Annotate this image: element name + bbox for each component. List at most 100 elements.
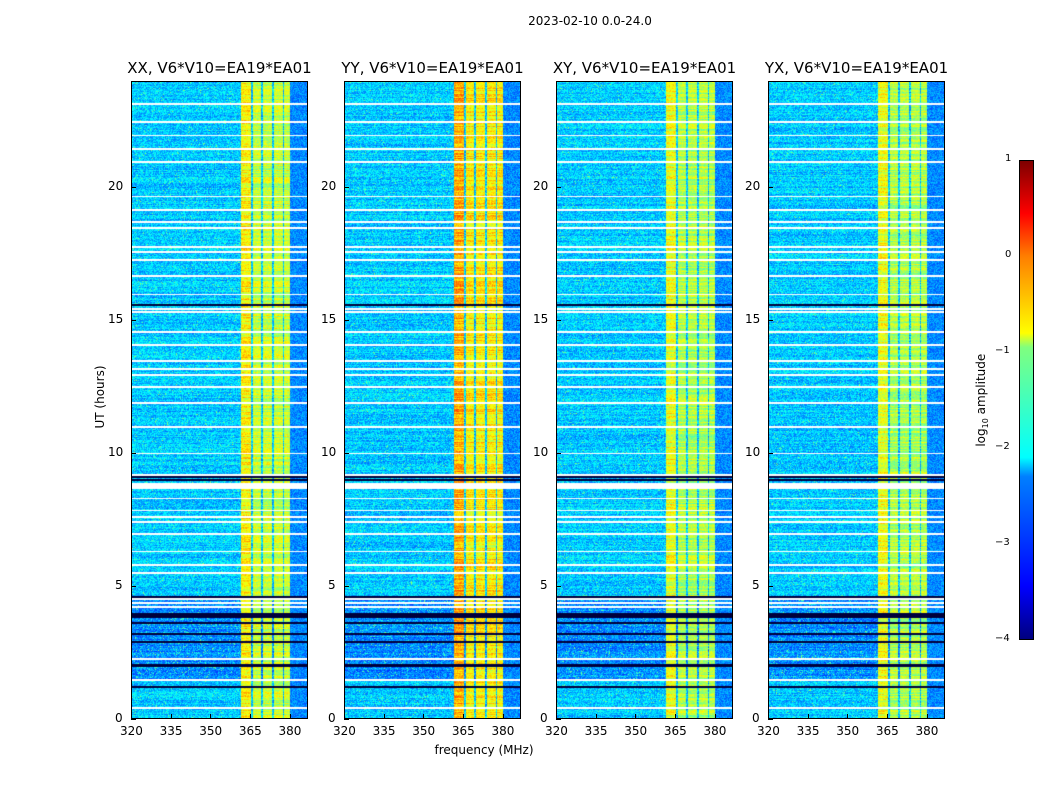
x-tick-label: 380 (278, 724, 302, 738)
panel-title: XX, V6*V10=EA19*EA01 (127, 59, 312, 77)
y-tick-label: 15 (321, 312, 337, 327)
heatmap-image (557, 82, 732, 718)
y-tick-mark (556, 453, 561, 455)
x-tick-mark (170, 714, 172, 719)
x-tick-mark (249, 714, 251, 719)
colorbar (1019, 160, 1034, 640)
y-tick-label: 10 (321, 445, 337, 460)
heatmap-image (132, 82, 307, 718)
x-tick-label: 320 (333, 724, 356, 738)
y-tick-mark (344, 453, 349, 455)
y-tick-label: 5 (328, 578, 336, 593)
colorbar-tick-label: 1 (1005, 153, 1012, 164)
panel-title: XY, V6*V10=EA19*EA01 (552, 59, 737, 77)
x-tick-label: 365 (663, 724, 687, 738)
y-tick-label: 20 (533, 179, 549, 194)
heatmap-image (345, 82, 520, 718)
heatmap-image (769, 82, 944, 718)
y-tick-label: 10 (745, 445, 761, 460)
x-tick-mark (423, 714, 425, 719)
y-tick-label: 0 (328, 711, 336, 725)
figure-title: 2023-02-10 0.0-24.0 (528, 14, 652, 28)
x-tick-label: 320 (757, 724, 780, 738)
y-tick-mark (768, 453, 773, 455)
x-tick-label: 320 (120, 724, 143, 738)
x-tick-label: 365 (238, 724, 262, 738)
y-tick-mark (344, 320, 349, 322)
y-tick-label: 5 (115, 578, 123, 593)
y-tick-label: 20 (745, 179, 761, 194)
panel-title: YX, V6*V10=EA19*EA01 (764, 59, 949, 77)
y-tick-label: 20 (108, 179, 124, 194)
y-tick-label: 0 (540, 711, 548, 725)
y-tick-label: 10 (108, 445, 124, 460)
y-axis-label: UT (hours) (93, 365, 107, 429)
x-tick-mark (807, 714, 809, 719)
x-tick-mark (635, 714, 637, 719)
y-tick-mark (131, 586, 136, 588)
colorbar-label: log10 amplitude (973, 353, 991, 447)
x-tick-mark (847, 714, 849, 719)
x-tick-mark (556, 714, 557, 719)
y-tick-mark (344, 586, 349, 588)
colorbar-tick-label: 0 (1005, 249, 1012, 260)
x-tick-mark (674, 714, 676, 719)
x-tick-mark (714, 714, 716, 719)
heatmap-panel (556, 81, 733, 719)
x-tick-label: 335 (372, 724, 396, 738)
x-tick-mark (595, 714, 597, 719)
y-tick-mark (556, 719, 561, 720)
y-tick-label: 0 (115, 711, 123, 725)
y-tick-label: 0 (752, 711, 760, 725)
x-tick-label: 365 (875, 724, 899, 738)
x-tick-label: 365 (451, 724, 475, 738)
y-tick-label: 5 (540, 578, 548, 593)
panel-title: YY, V6*V10=EA19*EA01 (341, 59, 524, 77)
y-tick-mark (556, 187, 561, 189)
x-tick-label: 350 (836, 724, 860, 738)
colorbar-tick-label: −1 (995, 345, 1010, 356)
x-tick-mark (768, 714, 769, 719)
x-tick-mark (462, 714, 464, 719)
heatmap-panel (344, 81, 521, 719)
x-tick-mark (289, 714, 291, 719)
x-tick-label: 380 (703, 724, 727, 738)
x-tick-mark (926, 714, 928, 719)
y-tick-label: 10 (533, 445, 549, 460)
y-tick-label: 15 (533, 312, 549, 327)
x-tick-label: 350 (199, 724, 223, 738)
x-tick-label: 320 (545, 724, 568, 738)
x-tick-mark (383, 714, 385, 719)
heatmap-panel (131, 81, 308, 719)
y-tick-mark (556, 586, 561, 588)
x-tick-label: 350 (624, 724, 648, 738)
y-tick-mark (556, 320, 561, 322)
colorbar-tick-label: −4 (995, 633, 1010, 644)
y-tick-mark (768, 320, 773, 322)
x-tick-label: 380 (491, 724, 515, 738)
y-tick-mark (344, 719, 349, 720)
x-tick-mark (344, 714, 345, 719)
y-tick-label: 15 (108, 312, 124, 327)
y-tick-label: 20 (321, 179, 337, 194)
y-tick-mark (131, 453, 136, 455)
x-tick-label: 350 (412, 724, 436, 738)
x-tick-mark (131, 714, 132, 719)
x-tick-label: 335 (159, 724, 183, 738)
colorbar-tick-label: −3 (995, 537, 1010, 548)
y-tick-label: 15 (745, 312, 761, 327)
x-tick-label: 335 (796, 724, 820, 738)
x-tick-mark (886, 714, 888, 719)
heatmap-panel (768, 81, 945, 719)
y-tick-mark (131, 719, 136, 720)
y-tick-mark (768, 719, 773, 720)
x-tick-mark (502, 714, 504, 719)
x-tick-mark (210, 714, 212, 719)
y-tick-mark (131, 320, 136, 322)
x-tick-label: 380 (915, 724, 939, 738)
y-tick-mark (768, 187, 773, 189)
x-tick-label: 335 (584, 724, 608, 738)
x-axis-label: frequency (MHz) (434, 743, 534, 757)
y-tick-mark (131, 187, 136, 189)
